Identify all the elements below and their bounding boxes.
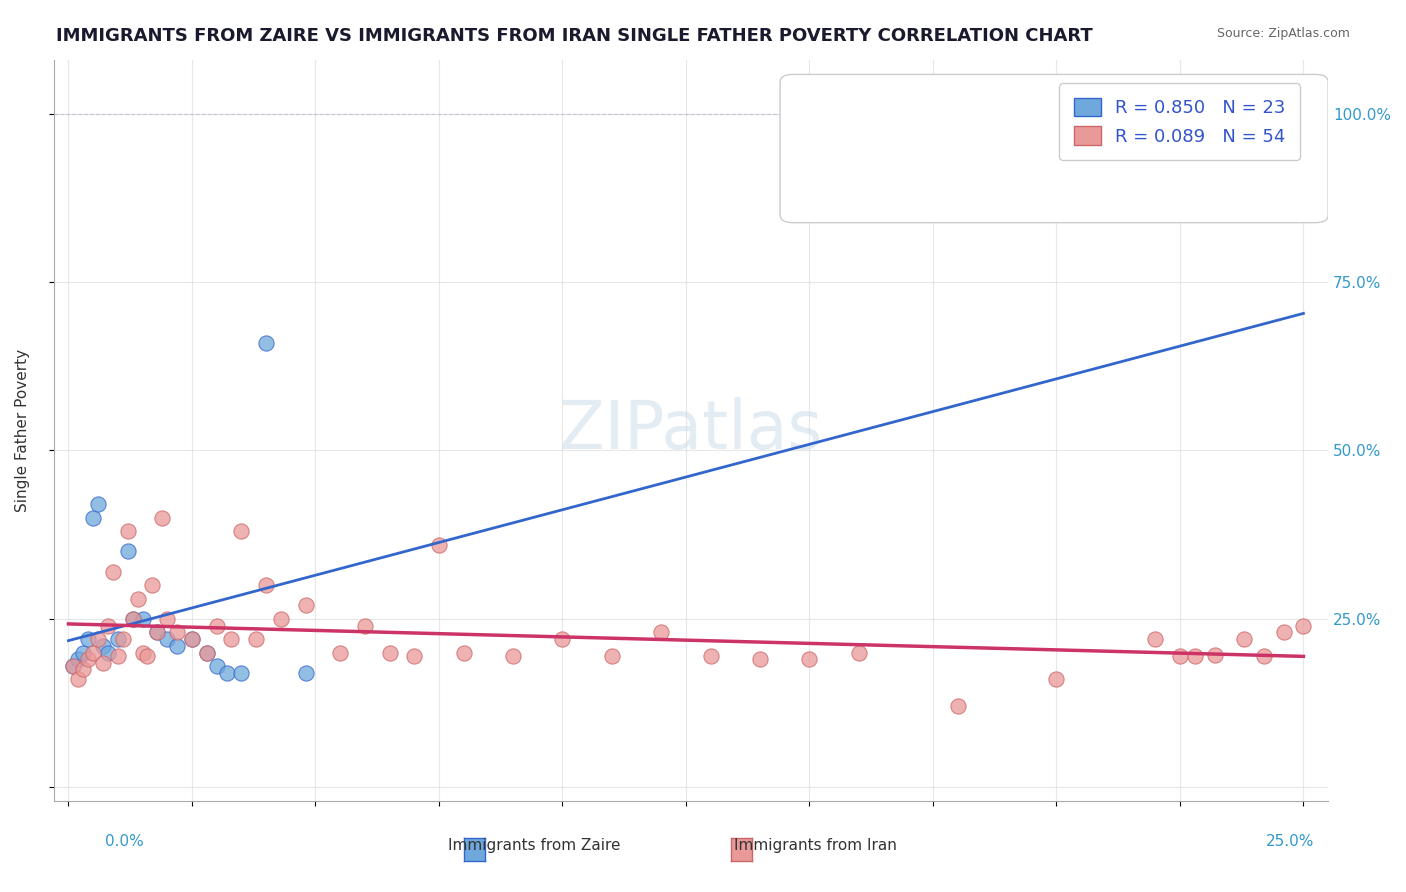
Point bbox=[205, 659, 228, 673]
Point bbox=[551, 632, 574, 646]
Point bbox=[427, 538, 450, 552]
Point bbox=[1045, 673, 1067, 687]
Point bbox=[136, 648, 159, 663]
Text: Immigrants from Zaire: Immigrants from Zaire bbox=[449, 838, 620, 854]
Point bbox=[117, 524, 139, 539]
Point bbox=[294, 599, 316, 613]
Point bbox=[946, 699, 969, 714]
Point bbox=[91, 656, 114, 670]
Point bbox=[141, 578, 163, 592]
Point bbox=[650, 625, 672, 640]
Point bbox=[67, 652, 90, 666]
Point bbox=[121, 612, 143, 626]
Point bbox=[97, 618, 120, 632]
Point bbox=[1272, 625, 1295, 640]
Point bbox=[97, 646, 120, 660]
Point bbox=[117, 544, 139, 558]
Point bbox=[195, 646, 218, 660]
Point bbox=[87, 632, 110, 646]
Point bbox=[404, 648, 426, 663]
Point bbox=[453, 646, 475, 660]
Point bbox=[107, 648, 129, 663]
Point bbox=[1184, 648, 1206, 663]
Point bbox=[101, 565, 124, 579]
Point bbox=[107, 632, 129, 646]
Point bbox=[215, 665, 238, 680]
Point bbox=[121, 612, 143, 626]
Text: ZIPatlas: ZIPatlas bbox=[560, 397, 823, 463]
Point bbox=[127, 591, 149, 606]
Point bbox=[848, 646, 870, 660]
Point bbox=[87, 497, 110, 511]
Point bbox=[82, 510, 104, 524]
FancyBboxPatch shape bbox=[780, 74, 1329, 223]
Point bbox=[1253, 648, 1275, 663]
Point bbox=[72, 646, 94, 660]
Point bbox=[294, 665, 316, 680]
Point bbox=[502, 648, 524, 663]
Point bbox=[231, 524, 253, 539]
Text: Source: ZipAtlas.com: Source: ZipAtlas.com bbox=[1216, 27, 1350, 40]
Point bbox=[270, 612, 292, 626]
Point bbox=[1168, 648, 1191, 663]
Point bbox=[799, 652, 821, 666]
Point bbox=[221, 632, 243, 646]
Point bbox=[245, 632, 267, 646]
Point bbox=[195, 646, 218, 660]
Point bbox=[181, 632, 204, 646]
Y-axis label: Single Father Poverty: Single Father Poverty bbox=[15, 349, 30, 512]
Point bbox=[62, 659, 84, 673]
Point bbox=[77, 632, 100, 646]
Point bbox=[91, 639, 114, 653]
Point bbox=[72, 662, 94, 676]
Point bbox=[1233, 632, 1256, 646]
Point bbox=[699, 648, 721, 663]
Point bbox=[353, 618, 375, 632]
Point bbox=[111, 632, 134, 646]
Legend: R = 0.850   N = 23, R = 0.089   N = 54: R = 0.850 N = 23, R = 0.089 N = 54 bbox=[1059, 84, 1301, 160]
Point bbox=[378, 646, 401, 660]
Point bbox=[254, 335, 277, 350]
Point bbox=[205, 618, 228, 632]
Point bbox=[131, 612, 153, 626]
Point bbox=[156, 612, 179, 626]
Point bbox=[254, 578, 277, 592]
Point bbox=[150, 510, 173, 524]
Point bbox=[600, 648, 623, 663]
Point bbox=[156, 632, 179, 646]
Point bbox=[329, 646, 352, 660]
Text: IMMIGRANTS FROM ZAIRE VS IMMIGRANTS FROM IRAN SINGLE FATHER POVERTY CORRELATION : IMMIGRANTS FROM ZAIRE VS IMMIGRANTS FROM… bbox=[56, 27, 1092, 45]
Point bbox=[1292, 618, 1315, 632]
Point bbox=[67, 673, 90, 687]
Point bbox=[166, 639, 188, 653]
Point bbox=[231, 665, 253, 680]
Point bbox=[749, 652, 772, 666]
Point bbox=[146, 625, 169, 640]
Text: 25.0%: 25.0% bbox=[1267, 834, 1315, 849]
Point bbox=[131, 646, 153, 660]
Point bbox=[82, 646, 104, 660]
Point bbox=[62, 659, 84, 673]
Text: 0.0%: 0.0% bbox=[105, 834, 145, 849]
Point bbox=[1144, 632, 1167, 646]
Text: Immigrants from Iran: Immigrants from Iran bbox=[734, 838, 897, 854]
Point bbox=[166, 625, 188, 640]
Point bbox=[146, 625, 169, 640]
Point bbox=[181, 632, 204, 646]
Point bbox=[1204, 648, 1226, 663]
Point bbox=[77, 652, 100, 666]
